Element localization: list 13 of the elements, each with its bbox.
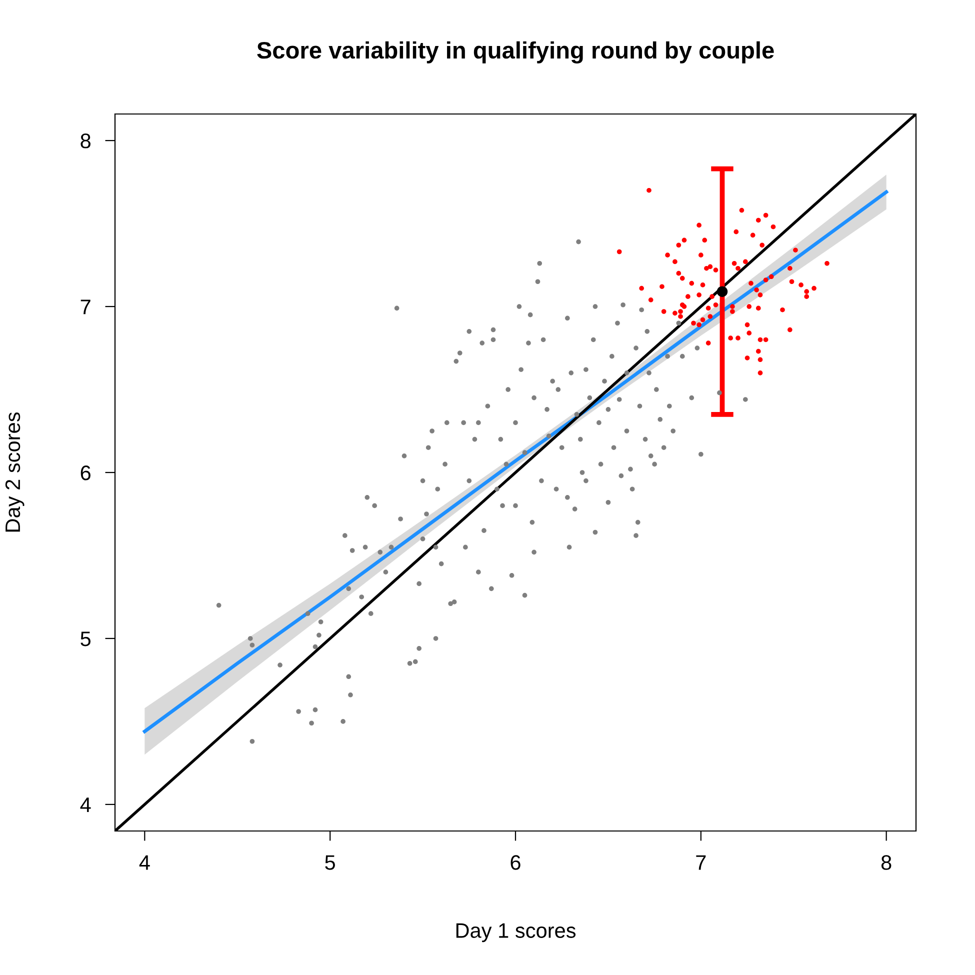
x-tick-label: 7: [696, 855, 706, 870]
chart-title: Score variability in qualifying round by couple: [257, 41, 774, 64]
x-axis-title: Day 1 scores: [456, 923, 576, 942]
y-tick-label: 6: [80, 466, 90, 480]
y-tick-label: 8: [80, 134, 90, 148]
x-tick-label: 8: [881, 855, 892, 870]
x-tick-label: 5: [325, 855, 336, 870]
y-tick-label: 7: [80, 300, 90, 314]
y-tick-label: 5: [80, 632, 91, 646]
y-tick-label: 4: [80, 798, 91, 812]
x-tick-label: 6: [510, 855, 520, 870]
y-axis-title: Day 2 scores: [5, 412, 24, 532]
x-tick-label: 4: [139, 855, 150, 870]
